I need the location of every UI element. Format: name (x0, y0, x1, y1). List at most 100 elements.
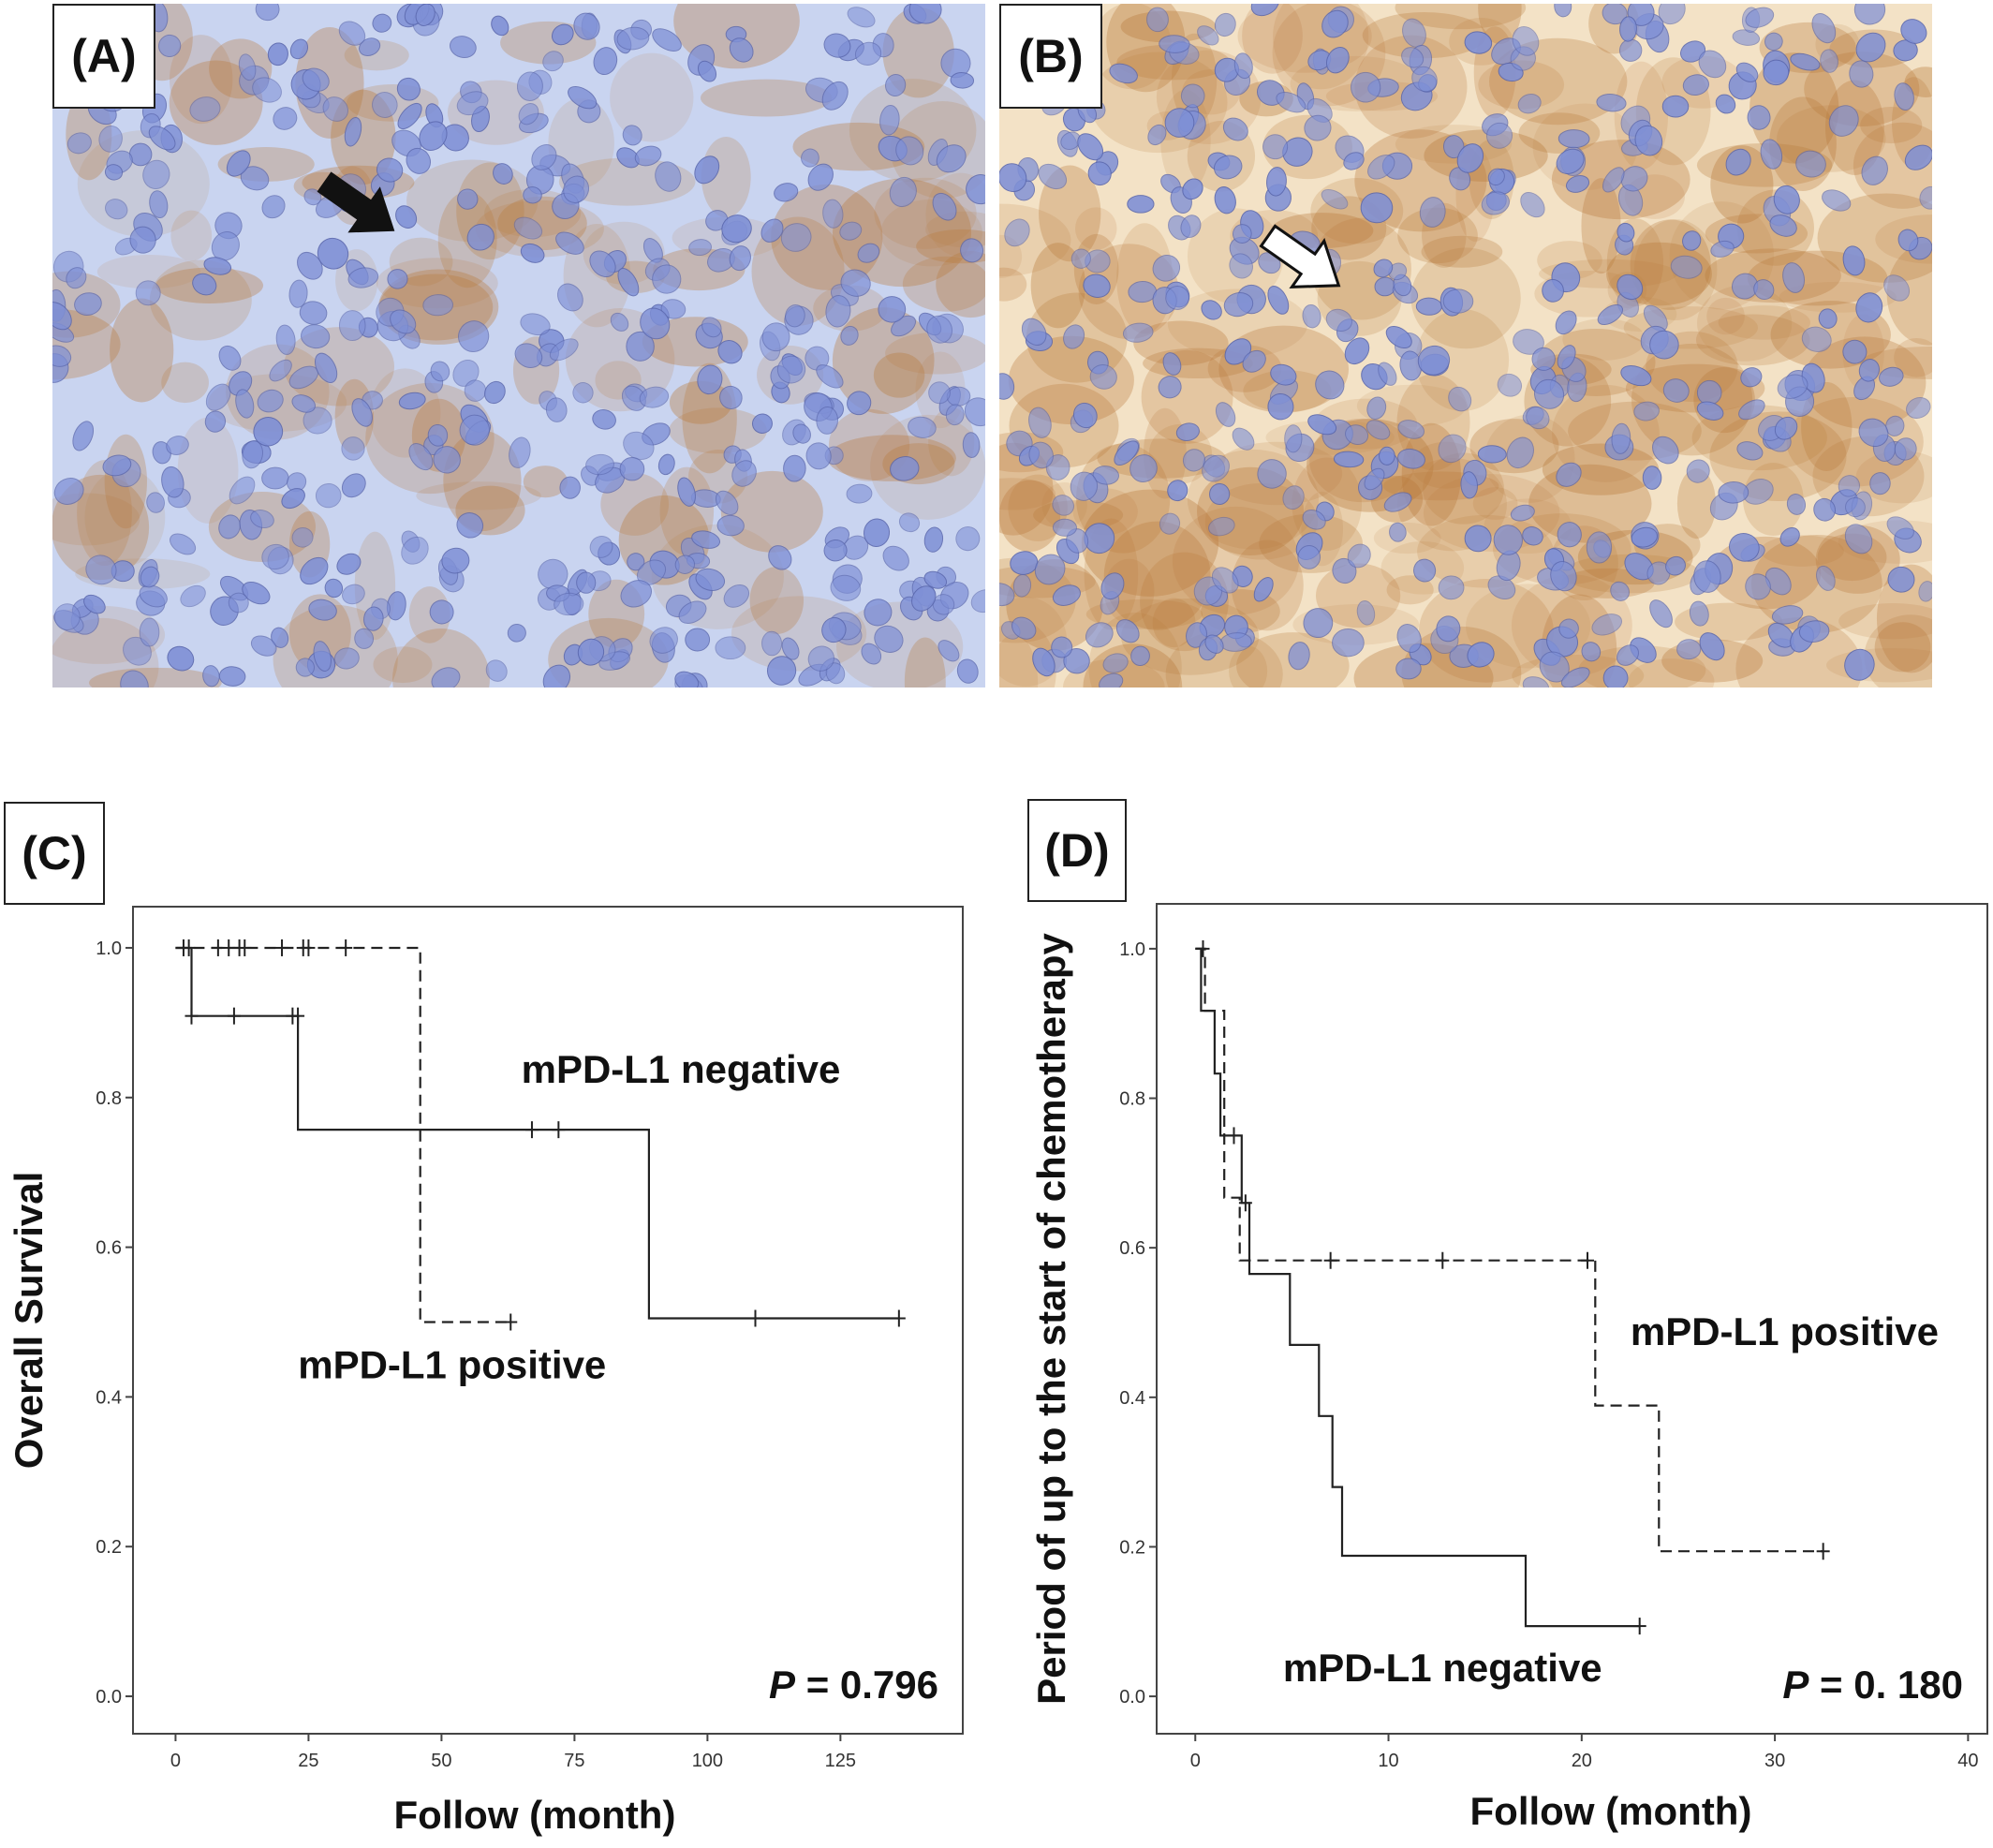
cell-nucleus (1844, 524, 1873, 554)
cell-nucleus (120, 670, 149, 687)
cell-nucleus (950, 72, 975, 89)
cell-nucleus (1092, 466, 1119, 485)
series-annotation: mPD-L1 negative (1283, 1646, 1602, 1690)
cell-nucleus (53, 478, 84, 505)
cell-nucleus (52, 302, 72, 331)
cell-nucleus (966, 174, 985, 205)
cell-nucleus (760, 218, 784, 243)
cell-nucleus (1214, 186, 1236, 214)
membrane-stain (84, 468, 166, 567)
cell-nucleus (1725, 148, 1751, 176)
cell-nucleus (1087, 161, 1112, 186)
cell-nucleus (1693, 560, 1721, 593)
cell-nucleus (1021, 318, 1047, 346)
cell-nucleus (485, 659, 508, 682)
membrane-stain (771, 184, 883, 290)
cell-nucleus (956, 658, 979, 684)
cell-nucleus (1395, 658, 1422, 680)
cell-nucleus (1779, 526, 1800, 547)
cell-nucleus (1448, 386, 1472, 412)
cell-nucleus (697, 60, 717, 82)
cell-nucleus (1777, 374, 1808, 399)
cell-nucleus (729, 245, 751, 272)
x-tick-label: 75 (564, 1751, 584, 1771)
cell-nucleus (840, 325, 859, 346)
cell-nucleus (691, 530, 721, 549)
membrane-stain (1356, 384, 1467, 427)
arrow-black-icon (317, 171, 395, 233)
cell-nucleus (854, 41, 882, 66)
cell-nucleus (542, 51, 564, 72)
cell-nucleus (395, 205, 418, 229)
cell-nucleus (313, 641, 332, 672)
x-tick-label: 10 (1378, 1751, 1398, 1771)
cell-nucleus (1753, 279, 1775, 301)
cell-nucleus (923, 526, 944, 553)
membrane-stain (936, 251, 985, 318)
cell-nucleus (1904, 144, 1932, 170)
cell-nucleus (458, 320, 490, 352)
cell-nucleus (1520, 191, 1545, 218)
cell-nucleus (1028, 407, 1052, 438)
cell-nucleus (288, 279, 308, 308)
cell-nucleus (242, 440, 263, 469)
cell-nucleus (167, 645, 195, 672)
cell-nucleus (419, 121, 448, 151)
cell-nucleus (1321, 9, 1349, 38)
cell-nucleus (189, 96, 221, 122)
cell-nucleus (1100, 572, 1125, 600)
y-tick-label: 0.2 (96, 1537, 122, 1558)
cell-nucleus (1818, 308, 1838, 329)
cell-nucleus (1085, 622, 1114, 648)
cell-nucleus (1894, 82, 1914, 111)
membrane-stain (1815, 525, 1900, 594)
panel-letter-b: (B) (999, 4, 1102, 109)
cell-nucleus (275, 324, 296, 355)
cell-nucleus (1883, 274, 1911, 302)
panel-letter-c: (C) (4, 802, 105, 905)
cell-nucleus (1633, 401, 1660, 421)
cell-nucleus (1643, 304, 1668, 332)
cell-nucleus (229, 476, 256, 505)
cell-nucleus (1661, 95, 1690, 118)
cell-nucleus (1682, 74, 1709, 96)
cell-nucleus (1557, 345, 1576, 370)
cell-nucleus (545, 397, 568, 422)
cell-nucleus (823, 33, 851, 58)
cell-nucleus (1554, 4, 1572, 18)
cell-nucleus (821, 81, 849, 111)
cell-nucleus (1321, 188, 1349, 210)
cell-nucleus (657, 453, 675, 476)
membrane-stain (928, 407, 975, 477)
cell-nucleus (1383, 492, 1412, 512)
cell-nucleus (568, 86, 598, 110)
cell-nucleus (1845, 496, 1866, 518)
cell-nucleus (1591, 614, 1623, 636)
cell-nucleus (1214, 12, 1236, 37)
cell-nucleus (807, 645, 834, 672)
cell-nucleus (1089, 364, 1117, 390)
membrane-stain (149, 259, 252, 341)
cell-nucleus (390, 309, 417, 334)
cell-nucleus (466, 223, 495, 251)
cell-nucleus (1526, 407, 1550, 430)
cell-nucleus (936, 144, 967, 173)
cell-nucleus (1072, 402, 1098, 429)
cell-nucleus (291, 526, 314, 548)
cell-nucleus (1844, 648, 1875, 681)
cell-nucleus (1467, 642, 1495, 668)
membrane-stain (1718, 305, 1810, 340)
cell-nucleus (1282, 485, 1305, 510)
cell-nucleus (1367, 155, 1395, 180)
cell-nucleus (1213, 155, 1243, 180)
cell-nucleus (1162, 352, 1182, 376)
cell-nucleus (228, 592, 249, 614)
cell-nucleus (1267, 286, 1290, 315)
cell-nucleus (1769, 214, 1797, 237)
cell-nucleus (999, 163, 1027, 193)
cell-nucleus (1460, 471, 1478, 499)
cell-nucleus (1602, 4, 1628, 25)
cell-nucleus (1449, 167, 1471, 191)
cell-nucleus (785, 304, 805, 328)
cell-nucleus (1077, 133, 1104, 161)
